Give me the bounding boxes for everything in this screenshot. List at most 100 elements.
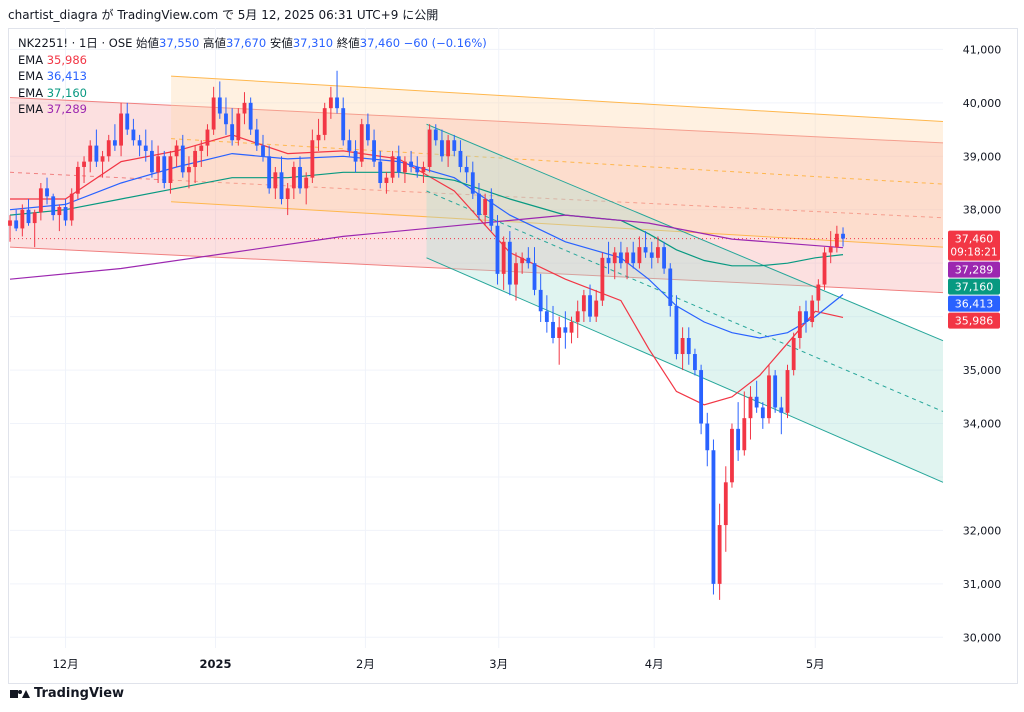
y-tick-label: 34,000 [963, 418, 1002, 431]
candle-body [403, 161, 407, 173]
candle [625, 247, 629, 280]
candle-body [711, 450, 716, 584]
candle [51, 193, 56, 221]
candle [791, 332, 796, 376]
candle [470, 161, 475, 200]
candle [187, 156, 191, 189]
channel-teal-lower [426, 257, 944, 483]
ema-row-2[interactable]: EMA 36,413 [18, 68, 487, 85]
candle [668, 263, 673, 317]
ema-price-tag [948, 295, 1000, 312]
candle [495, 215, 500, 285]
candle [427, 124, 432, 173]
candle [841, 227, 845, 247]
open-label: 始値 [136, 36, 160, 50]
candle [224, 97, 228, 135]
candle-body [316, 134, 321, 141]
countdown-label: 09:18:21 [950, 247, 997, 259]
candle-body [125, 113, 130, 130]
candle-body [748, 396, 753, 419]
candle-body [452, 140, 457, 151]
candle-body [581, 295, 586, 312]
tradingview-footer[interactable]: TradingView [10, 686, 124, 701]
ema-value: 36,413 [46, 69, 87, 83]
chart-frame [8, 28, 1018, 684]
ema-line-3 [9, 171, 844, 267]
ema-row-3[interactable]: EMA 37,160 [18, 85, 487, 102]
candle-body [285, 188, 290, 200]
candle [804, 300, 808, 333]
close-value: 37,460 [359, 36, 401, 50]
candle-body [520, 257, 525, 264]
candle [285, 183, 290, 216]
candle [150, 140, 154, 178]
candle-body [224, 113, 228, 125]
candle [174, 140, 179, 167]
candle-body [797, 311, 802, 338]
candle-body [785, 370, 790, 413]
channel-orange-upper [171, 75, 944, 123]
candle [822, 247, 827, 290]
ema-value: 37,160 [46, 85, 87, 100]
candle [575, 300, 580, 338]
candle-body [304, 177, 309, 189]
candle-body [538, 289, 543, 312]
ema-label: EMA [18, 69, 44, 83]
ema-row-1[interactable]: EMA 35,986 [18, 52, 487, 69]
candle-body [69, 193, 74, 221]
candle [57, 204, 62, 232]
candle-body [273, 172, 278, 189]
candle-body [236, 113, 241, 141]
candle [742, 391, 747, 456]
ema-label: EMA [18, 52, 44, 67]
candle-body [723, 482, 728, 526]
ema-row-4[interactable]: EMA 37,289 [18, 101, 487, 118]
candle [748, 386, 753, 440]
candle [365, 113, 370, 146]
candle-body [310, 140, 315, 178]
candle [162, 150, 167, 189]
candle [557, 316, 562, 365]
ema-price-label: 37,289 [955, 264, 994, 277]
candle [261, 134, 265, 162]
candle-body [834, 233, 839, 248]
candle-body [773, 375, 778, 408]
candle-body [495, 225, 500, 274]
channel-teal-fill [426, 124, 944, 483]
candle-body [754, 396, 759, 408]
candle-body [760, 407, 765, 419]
candle [779, 396, 784, 435]
channel-pink-lower [9, 246, 944, 294]
candle [520, 252, 525, 274]
candle-body [668, 268, 673, 306]
candle-body [20, 209, 25, 229]
candle-body [822, 252, 827, 285]
candle-body [625, 252, 629, 264]
candle [372, 129, 376, 167]
tradingview-logo-icon [10, 688, 30, 700]
candle-body [298, 166, 302, 189]
candle-body [594, 300, 599, 317]
price-scale: 30,000 31,000 32,000 34,000 35,000 38,000 39,0… [948, 43, 1001, 644]
candle [63, 199, 68, 226]
candle [483, 193, 488, 226]
candle [45, 177, 49, 205]
candle [723, 466, 728, 552]
ema-price-label: 37,160 [955, 281, 994, 294]
candle [193, 145, 198, 183]
candlestick-chart[interactable]: 30,000 31,000 32,000 34,000 35,000 38,000 39,0… [8, 28, 1018, 684]
candle [563, 311, 568, 349]
candle-body [649, 252, 654, 258]
candle [446, 134, 451, 167]
candle-body [514, 263, 518, 285]
candle [477, 183, 481, 221]
candle-body [57, 207, 62, 216]
candle [131, 118, 136, 146]
ema-price-tag [948, 278, 1000, 295]
candle [440, 129, 444, 162]
candle [693, 348, 697, 376]
candle [544, 295, 549, 333]
candle [100, 150, 105, 178]
candle-body [217, 97, 222, 114]
candle [217, 81, 222, 119]
